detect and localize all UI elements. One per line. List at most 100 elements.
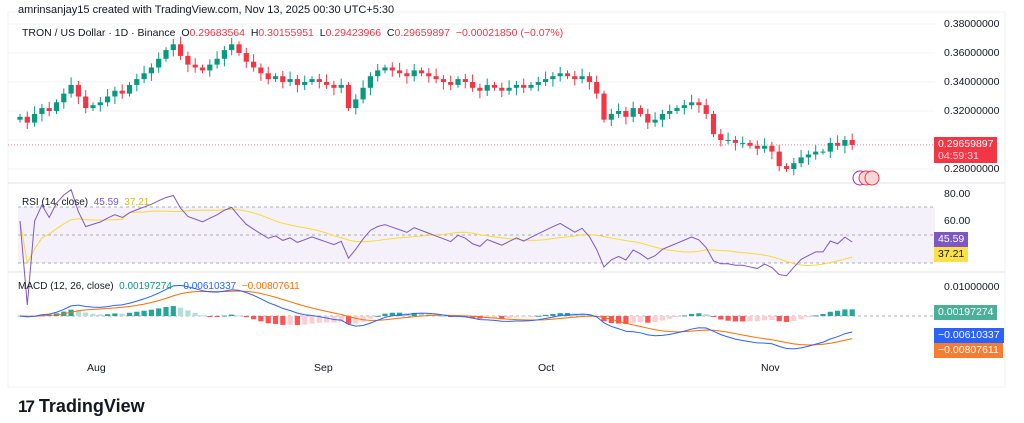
macd-label: MACD (12, 26, close) (18, 281, 114, 292)
candle-body (594, 82, 600, 94)
price-tick: 0.36000000 (944, 47, 1000, 59)
macd-histogram-bar (754, 316, 760, 322)
candle-body (375, 70, 381, 77)
macd-histogram-bar (265, 316, 271, 324)
macd-histogram-bar (75, 310, 81, 316)
candle-body (309, 79, 315, 82)
rsi-legend-value: 45.59 (93, 197, 119, 208)
macd-histogram-bar (718, 316, 724, 320)
macd-histogram-bar (674, 316, 680, 318)
macd-histogram-bar (178, 307, 184, 316)
candle-body (397, 70, 403, 74)
candle-body (345, 84, 352, 109)
candle-body (477, 87, 483, 91)
macd-histogram-bar (820, 313, 826, 316)
macd-legend[interactable]: MACD (12, 26, close) 0.00197274 −0.00610… (18, 281, 300, 292)
candle-body (725, 140, 731, 141)
us-flag-event-icon (864, 170, 880, 186)
macd-histogram-bar (221, 315, 227, 317)
macd-histogram-bar (83, 312, 89, 316)
candle-body (805, 154, 811, 158)
candle-body (499, 87, 505, 91)
candle-body (667, 111, 673, 114)
macd-histogram-bar (769, 316, 775, 321)
candle-body (221, 50, 227, 59)
candle-body (265, 73, 271, 80)
candle-body (579, 76, 585, 80)
candle-body (199, 67, 206, 71)
month-label: Oct (538, 362, 555, 374)
rsi-legend[interactable]: RSI (14, close) 45.59 37.21 (22, 197, 149, 208)
candle-body (185, 55, 191, 65)
macd-histogram-bar (616, 316, 622, 324)
macd-histogram-bar (119, 313, 125, 316)
candle-body (229, 44, 235, 51)
macd-histogram-bar (623, 316, 629, 325)
candle-body (506, 87, 512, 91)
macd-histogram-bar (287, 316, 293, 325)
macd-histogram-bar (667, 316, 673, 319)
macd-histogram-bar (521, 316, 527, 318)
macd-histogram-bar (134, 311, 140, 316)
macd-histogram-bar (645, 316, 651, 323)
macd-histogram-bar (747, 316, 753, 322)
candle-body (550, 76, 556, 80)
macd-histogram-bar (550, 313, 556, 316)
candle-body (192, 64, 198, 68)
candle-body (148, 67, 154, 74)
symbol-title[interactable]: TRON / US Dollar · 1D · Binance (22, 27, 176, 39)
close-value: 0.29659897 (394, 27, 450, 39)
rsi-ma-tag: 37.21 (934, 247, 969, 262)
macd-histogram-bar (375, 315, 381, 317)
tradingview-logo[interactable]: 17 TradingView (18, 396, 145, 417)
candle-body (272, 76, 279, 80)
macd-histogram-bar (360, 316, 366, 322)
macd-histogram-bar (105, 314, 111, 316)
candle-body (470, 82, 476, 88)
low-value: 0.29423966 (325, 27, 382, 39)
candle-body (484, 84, 490, 91)
macd-histogram-bar (156, 308, 162, 316)
open-label: O (181, 27, 190, 39)
macd-histogram-bar (827, 311, 833, 316)
candle-body (170, 44, 176, 51)
candle-body (353, 99, 359, 109)
macd-histogram-bar (725, 316, 731, 321)
macd-histogram-bar (272, 316, 279, 324)
macd-histogram-bar (601, 316, 607, 322)
credit-text: amrinsanjay15 created with TradingView.c… (18, 4, 395, 16)
macd-histogram-bar (192, 312, 198, 316)
candle-body (528, 84, 534, 88)
candle-body (75, 84, 81, 97)
macd-histogram-bar (586, 314, 592, 316)
macd-histogram-bar (199, 315, 206, 317)
logo-text: TradingView (38, 396, 145, 416)
open-value: 0.29683564 (189, 27, 245, 39)
candle-body (703, 105, 709, 114)
candle-body (24, 116, 30, 123)
candle-body (418, 70, 425, 74)
macd-histogram-bar (762, 316, 768, 321)
macd-histogram-bar (243, 316, 249, 318)
rsi-legend-ma: 37.21 (124, 197, 150, 208)
candle-body (119, 90, 125, 94)
macd-histogram-bar (353, 316, 359, 324)
candle-body (61, 93, 67, 103)
candle-body (791, 163, 797, 169)
candle-body (440, 79, 446, 82)
macd-histogram-bar (411, 312, 417, 316)
macd-histogram-bar (776, 316, 782, 322)
macd-histogram-bar (710, 316, 717, 318)
macd-histogram-bar (513, 316, 519, 318)
macd-histogram-bar (557, 313, 563, 316)
candle-body (331, 84, 337, 88)
macd-signal-line (19, 290, 853, 346)
macd-histogram-bar (732, 316, 738, 322)
candle-body (601, 93, 607, 120)
candle-body (776, 151, 782, 167)
candle-body (491, 84, 498, 88)
price-tick: 0.32000000 (944, 105, 1000, 117)
macd-legend-hist: 0.00197274 (119, 281, 172, 292)
macd-histogram-bar (324, 316, 330, 323)
